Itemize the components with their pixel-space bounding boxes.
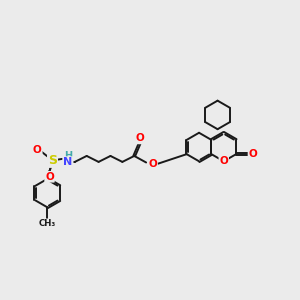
Text: O: O (33, 145, 42, 155)
Text: O: O (219, 156, 228, 166)
Text: O: O (148, 159, 157, 169)
Text: O: O (45, 172, 54, 182)
Text: S: S (48, 154, 57, 167)
Text: O: O (249, 149, 258, 159)
Text: O: O (136, 134, 145, 143)
Text: CH₃: CH₃ (39, 219, 56, 228)
Text: H: H (64, 151, 72, 160)
Text: N: N (63, 157, 73, 167)
